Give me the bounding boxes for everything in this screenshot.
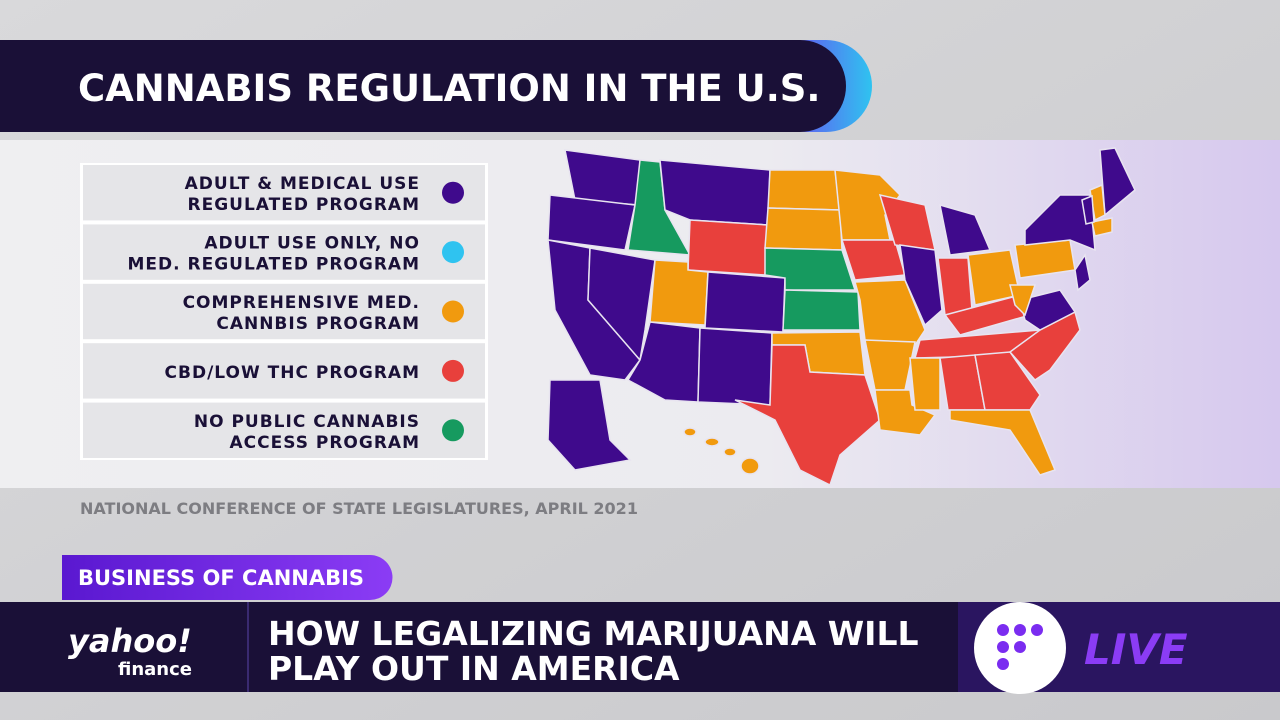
legend-swatch [442, 181, 464, 204]
legend-row [83, 283, 485, 340]
logo-dots [997, 624, 1043, 670]
state [974, 351, 1041, 411]
state [587, 247, 656, 362]
state [687, 219, 769, 276]
legend-swatch [442, 241, 464, 264]
title: CANNABIS REGULATION IN THE U.S. [78, 67, 820, 110]
state [697, 327, 773, 406]
state [564, 149, 641, 206]
legend-row [83, 402, 485, 458]
legend-label: ADULT USE ONLY, NO [204, 234, 420, 254]
legend-row [83, 224, 485, 280]
state [874, 389, 937, 436]
legend-label: MED. REGULATED PROGRAM [127, 255, 420, 275]
state [782, 289, 861, 331]
state [939, 203, 992, 256]
legend-swatch [442, 419, 464, 442]
legend-label: CBD/LOW THC PROGRAM [165, 363, 420, 383]
state [949, 409, 1057, 476]
legend-swatch [442, 359, 464, 382]
legend-row [83, 165, 485, 221]
legend-label: CANNBIS PROGRAM [216, 314, 420, 334]
legend-label: NO PUBLIC CANNABIS [194, 412, 420, 432]
state [547, 379, 632, 471]
brand-finance: finance [118, 659, 192, 680]
state [547, 194, 636, 251]
us-map [547, 147, 1136, 487]
state [909, 357, 941, 411]
headline-line: PLAY OUT IN AMERICA [268, 649, 680, 688]
state [1019, 289, 1077, 331]
state [704, 271, 786, 333]
legend-row [83, 343, 485, 399]
live: LIVE [1084, 625, 1188, 674]
state [704, 437, 720, 447]
state [659, 159, 771, 226]
legend-label: ACCESS PROGRAM [230, 433, 420, 453]
state [1074, 253, 1091, 292]
state [1024, 194, 1096, 252]
state [734, 344, 881, 487]
state [723, 447, 737, 457]
legend-label: ADULT & MEDICAL USE [185, 174, 420, 194]
state [767, 169, 841, 211]
state [764, 207, 843, 251]
title-bar [0, 40, 846, 132]
headline-line: HOW LEGALIZING MARIJUANA WILL [268, 614, 919, 653]
legend-swatch [442, 300, 464, 323]
state [1009, 284, 1037, 317]
state [740, 457, 760, 475]
state [1091, 217, 1113, 237]
legend-label: REGULATED PROGRAM [188, 195, 421, 215]
legend-label: COMPREHENSIVE MED. [183, 293, 420, 313]
state [1081, 194, 1095, 225]
brand-yahoo: yahoo! [68, 622, 192, 660]
state [683, 427, 697, 437]
source: NATIONAL CONFERENCE OF STATE LEGISLATURE… [80, 499, 638, 518]
tag: BUSINESS OF CANNABIS [78, 566, 364, 590]
tag-bar [62, 555, 393, 600]
state [899, 244, 943, 327]
